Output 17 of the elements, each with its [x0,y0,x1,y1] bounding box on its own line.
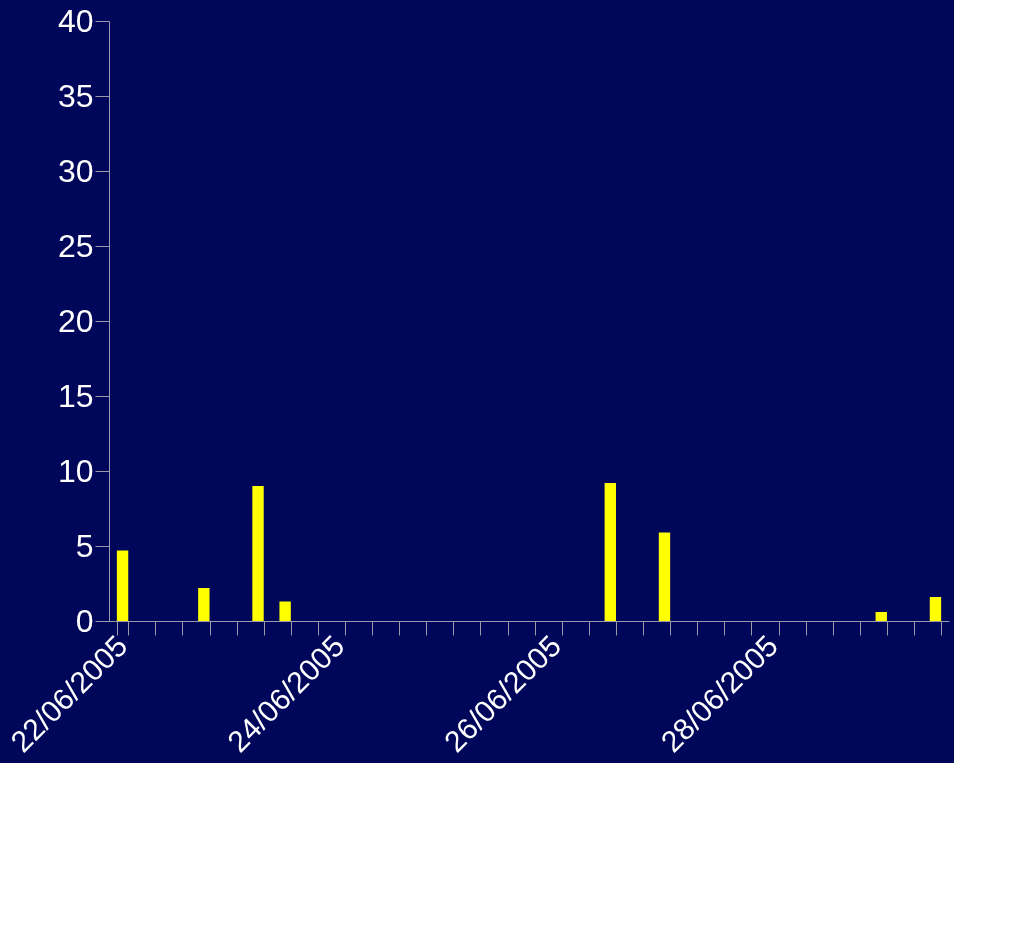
y-tick-label: 20 [57,302,94,339]
bar [279,601,291,621]
y-tick-label: 30 [57,152,94,189]
bar [875,612,887,621]
bar [604,483,616,621]
bar [929,597,942,621]
y-tick-label: 40 [57,2,94,39]
y-tick-label: 10 [57,452,94,489]
y-tick-label: 35 [57,77,94,114]
y-tick-label: 25 [57,227,94,264]
bar [658,532,671,621]
bar [198,588,210,621]
y-tick-label: 5 [75,527,94,564]
y-tick-label: 0 [75,602,94,639]
bar [116,550,129,621]
bar [252,486,264,621]
y-tick-label: 15 [57,377,94,414]
